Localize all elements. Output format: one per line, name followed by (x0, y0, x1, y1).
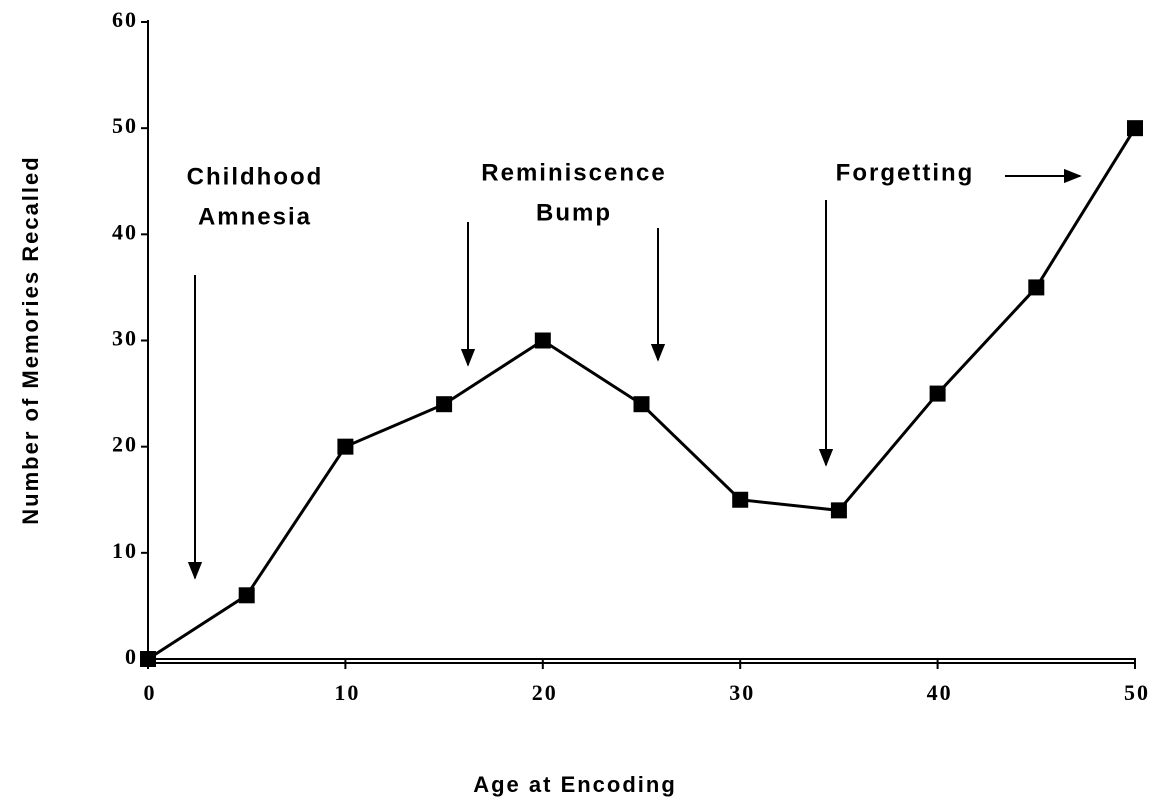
y-tick-label: 10 (112, 538, 138, 563)
y-tick-label: 20 (112, 432, 138, 457)
x-tick-label: 10 (334, 680, 360, 705)
annotation: Bump (536, 199, 612, 226)
y-tick-label: 30 (112, 326, 138, 351)
x-tick-label: 30 (729, 680, 755, 705)
annotation: Forgetting (836, 159, 975, 186)
marker (732, 491, 749, 508)
x-tick-label: 50 (1124, 680, 1150, 705)
marker (436, 396, 453, 413)
annotation: Reminiscence (481, 159, 666, 186)
x-tick-label: 20 (532, 680, 558, 705)
marker (534, 332, 551, 349)
marker (238, 587, 255, 604)
x-axis-label: Age at Encoding (473, 772, 677, 797)
marker (929, 385, 946, 402)
y-axis-label: Number of Memories Recalled (18, 155, 43, 524)
y-tick-label: 40 (112, 219, 138, 244)
marker (140, 651, 156, 667)
annotation: Childhood (187, 163, 324, 190)
arrows (187, 168, 1082, 580)
y-tick-label: 50 (112, 113, 138, 138)
marker (1127, 120, 1143, 137)
marker (633, 396, 650, 413)
marker (1028, 279, 1045, 296)
y-tick-label: 60 (112, 7, 138, 32)
y-tick-label: 0 (125, 644, 138, 669)
marker (830, 502, 847, 519)
marker (337, 438, 354, 455)
x-tick-label: 40 (927, 680, 953, 705)
x-tick-label: 0 (144, 680, 157, 705)
annotation: Amnesia (198, 203, 312, 230)
